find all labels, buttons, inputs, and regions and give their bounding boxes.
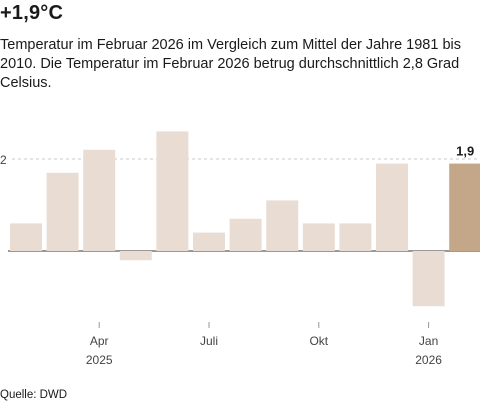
chart-subtitle: Temperatur im Februar 2026 im Vergleich … (0, 37, 461, 91)
x-tick-year-label: 2026 (415, 353, 442, 367)
y-tick-label: 2 (0, 153, 7, 167)
bar-2025-10 (302, 223, 335, 251)
data-label: 1,9 (456, 144, 474, 159)
labels-layer: 2 1,9 Apr 2025 Juli Okt Jan 2026 (0, 144, 474, 367)
bar-chart: 2 1,9 Apr 2025 Juli Okt Jan 2026 (0, 131, 480, 367)
bar-2026-01 (412, 251, 445, 307)
bar-2025-09 (266, 200, 299, 251)
bar-2025-03 (46, 172, 79, 251)
x-tick-label: Okt (309, 334, 328, 348)
x-tick-label: Juli (200, 334, 218, 348)
headline-value: +1,9°C (0, 2, 64, 24)
bar-2025-02 (10, 223, 42, 251)
x-tick-year-label: 2025 (86, 353, 113, 367)
bar-2025-11 (339, 223, 372, 251)
bar-2025-07 (193, 232, 225, 251)
bar-2025-05 (119, 251, 152, 261)
bar-2025-04 (83, 149, 116, 251)
source-note: Quelle: DWD (0, 389, 68, 401)
x-tick-label: Apr (90, 334, 109, 348)
x-tick-label: Jan (419, 334, 438, 348)
bar-2025-06 (156, 131, 189, 251)
bar-2025-08 (229, 218, 262, 251)
bars-layer (10, 131, 480, 307)
bar-2025-12 (376, 163, 408, 251)
bar-2026-02 (449, 163, 480, 251)
